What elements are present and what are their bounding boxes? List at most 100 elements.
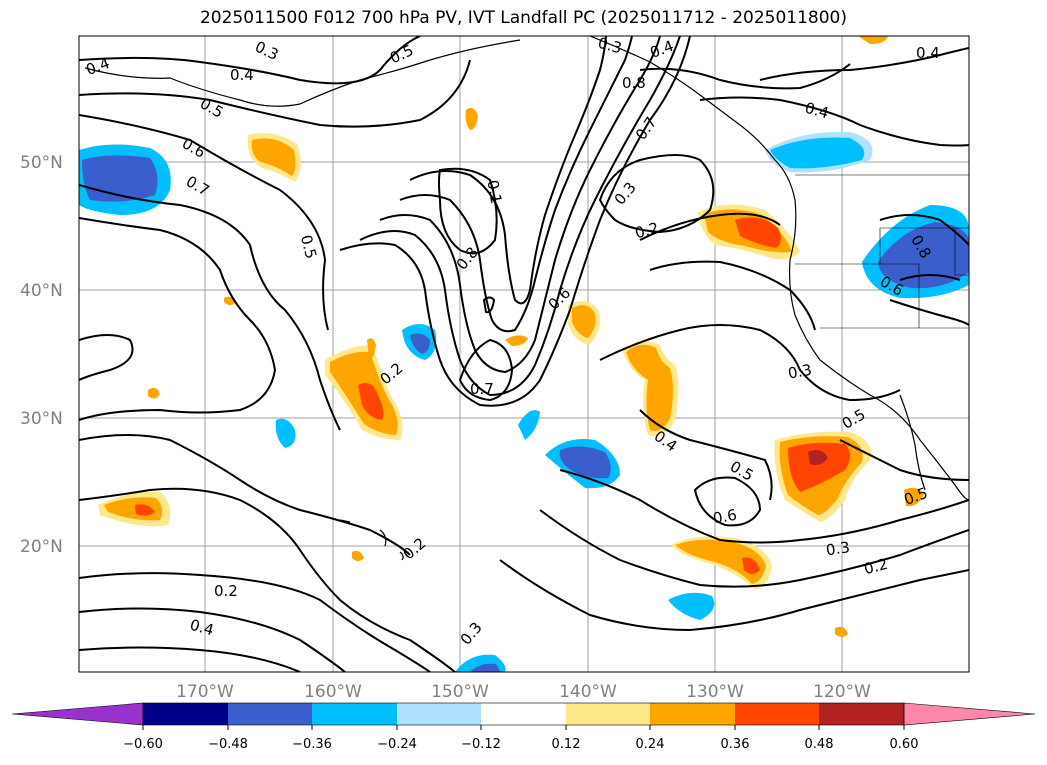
west-coast [589,36,969,501]
negative-patch [770,137,865,169]
lon-label: 160°W [304,682,362,702]
contour-line [79,36,421,85]
colorbar-ticks [142,725,905,730]
contour-line [599,324,901,402]
contour-line [499,559,969,632]
contour-label: 0.4 [230,66,254,84]
contour-line [598,154,715,234]
contour-label: 0.7 [470,380,494,398]
positive-patch [367,338,376,359]
negative-patch [410,333,430,354]
lat-label: 40°N [20,281,63,301]
colorbar-tick-label: 0.60 [890,737,919,752]
lon-label: 130°W [686,682,744,702]
positive-patch [835,626,848,637]
colorbar-segment [228,703,312,725]
colorbar-segment [312,703,397,725]
contour-line [79,434,411,556]
negative-patch [668,592,715,620]
colorbar-segment [819,703,904,725]
contour-line [79,487,456,672]
contour-line [693,476,762,527]
contour-line [438,167,498,255]
longitude-labels: 170°W 160°W 150°W 140°W 130°W 120°W [176,682,871,702]
colorbar-tick-label: 0.24 [636,737,665,752]
colorbar-tick-label: 0.12 [552,737,581,752]
contour-line [399,36,633,333]
negative-patch [275,418,296,448]
colorbar-extend-low [11,702,144,726]
contour-line [539,509,969,588]
positive-patch [505,335,528,346]
lon-label: 170°W [176,682,234,702]
contour-line [79,646,301,672]
colorbar-tick-label: −0.36 [292,737,332,752]
lon-label: 140°W [559,682,617,702]
contour-label: 0.2 [214,582,238,600]
colorbar-segment [481,703,566,725]
contour-line [79,334,134,381]
colorbar-tick-label: 0.48 [805,737,834,752]
page-title: 2025011500 F012 700 hPa PV, IVT Landfall… [199,8,847,28]
contour-label: 0.4 [803,99,831,123]
colorbar-tick-label: −0.60 [123,737,163,752]
colorbar-segment [650,703,735,725]
lat-label: 50°N [20,153,63,173]
positive-patch [735,217,782,248]
lon-label: 120°W [813,682,871,702]
negative-patch [878,222,969,289]
contour-label: 0.3 [596,34,624,58]
colorbar-segment [735,703,819,725]
contour-label: 0.2 [633,219,661,243]
contour-line [79,572,431,672]
contour-line [79,607,346,672]
positive-patch [626,344,673,431]
negative-patch [518,410,540,440]
colorbar-extend-high [903,702,1036,726]
contour-label: 0.8 [622,74,646,92]
lat-label: 30°N [20,409,63,429]
lon-label: 150°W [431,682,489,702]
positive-patch [465,108,478,130]
positive-patch [808,450,828,466]
contour-label: 0.4 [916,44,940,62]
contour-label: 0.4 [188,616,216,640]
contour-line [699,96,969,147]
colorbar-tick-label: −0.24 [377,737,417,752]
positive-patch [135,504,155,516]
colorbar: −0.60 −0.48 −0.36 −0.24 −0.12 0.12 0.24 … [11,702,1036,752]
positive-patch [251,138,296,176]
contour-label: 0.3 [825,538,851,559]
contour-line [79,114,329,331]
colorbar-tick-label: −0.48 [208,737,248,752]
positive-patch [358,382,384,420]
contour-line [839,439,969,481]
colorbar-segment [397,703,481,725]
contour-line [79,184,341,431]
contour-label: 0.2 [862,555,890,579]
contour-line [339,36,691,407]
contour-line [649,260,816,331]
positive-patch [148,387,160,399]
pv-contours [79,36,969,672]
latitude-labels: 50°N 40°N 30°N 20°N [20,153,63,557]
contour-label: 0.3 [787,361,814,383]
positive-patch [788,442,850,492]
baja-peninsula [899,394,926,491]
positive-patch [675,539,766,584]
borders [795,174,969,329]
contour-line [482,296,496,314]
colorbar-segment [143,703,228,725]
contour-line [759,47,969,81]
state-borders [795,174,969,329]
positive-patch [572,305,596,338]
colorbar-tick-label: 0.36 [721,737,750,752]
map-frame [78,35,970,673]
contour-line [879,214,969,326]
positive-patch [742,557,760,574]
contour-label: 0.1 [483,179,505,206]
contour-label: 0.6 [712,506,739,528]
colorbar-tick-label: −0.12 [461,737,501,752]
contour-line [458,338,514,402]
